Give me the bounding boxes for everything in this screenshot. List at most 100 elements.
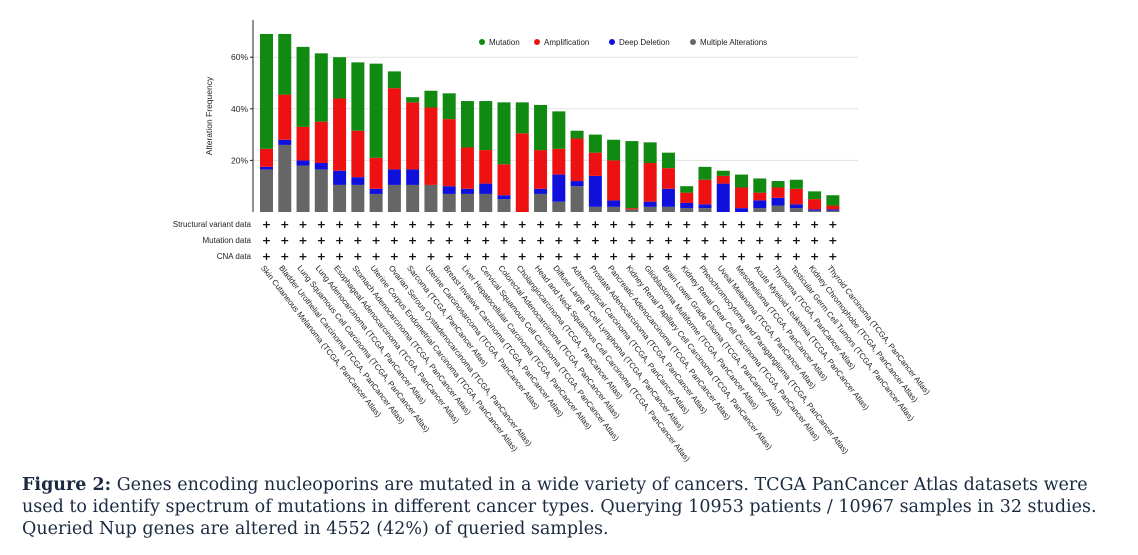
row-marker: + xyxy=(445,234,454,247)
bar-segment-deep-deletion xyxy=(789,204,803,209)
bar-segment-multiple-alterations xyxy=(680,208,694,212)
bar-segment-amplification xyxy=(479,150,493,184)
y-axis-ticks: 20% 40% 60% xyxy=(231,52,253,165)
bar-segment-multiple-alterations xyxy=(771,205,785,212)
row-marker: + xyxy=(810,218,819,231)
row-marker: + xyxy=(298,218,307,231)
bar-segment-amplification xyxy=(369,157,383,189)
bar-segment-amplification xyxy=(680,192,694,203)
y-tick-label: 20% xyxy=(231,155,248,165)
row-marker: + xyxy=(700,234,709,247)
bar-segment-amplification xyxy=(260,148,273,167)
figure-caption: Figure 2: Genes encoding nucleoporins ar… xyxy=(22,474,1122,540)
row-marker: + xyxy=(536,234,545,247)
bar-segment-mutation xyxy=(625,141,639,209)
bar-segment-multiple-alterations xyxy=(698,208,712,212)
legend-marker xyxy=(479,39,485,45)
bar-segment-multiple-alterations xyxy=(387,184,401,212)
y-tick-label: 40% xyxy=(231,104,248,114)
row-marker: + xyxy=(317,218,326,231)
bar-segment-multiple-alterations xyxy=(643,206,657,212)
row-marker: + xyxy=(426,234,435,247)
row-marker: + xyxy=(591,218,600,231)
row-marker: + xyxy=(408,234,417,247)
bar-segment-mutation xyxy=(314,53,328,122)
row-marker: + xyxy=(646,250,655,263)
row-marker: + xyxy=(682,218,691,231)
alteration-frequency-chart: 20% 40% 60% Alteration Frequency Mutation A… xyxy=(173,20,932,464)
bar-segment-amplification xyxy=(351,130,365,178)
row-marker: + xyxy=(481,250,490,263)
bar-segment-multiple-alterations xyxy=(442,193,456,212)
bar-segment-mutation xyxy=(661,152,675,169)
bar-segment-deep-deletion xyxy=(260,166,273,170)
bar-segment-deep-deletion xyxy=(387,169,401,185)
row-marker: + xyxy=(426,250,435,263)
bar-segment-deep-deletion xyxy=(680,202,694,209)
bar-segment-amplification xyxy=(333,98,347,171)
bar-segment-amplification xyxy=(296,126,310,161)
bar-segment-deep-deletion xyxy=(570,181,584,187)
row-marker: + xyxy=(390,234,399,247)
row-marker: + xyxy=(536,250,545,263)
bar-segment-deep-deletion xyxy=(534,188,548,194)
data-availability-rows: Structural variant data + + + + + + + + + + + + + + + + +… xyxy=(173,218,838,263)
bar-segment-mutation xyxy=(479,101,493,151)
bar-segment-deep-deletion xyxy=(661,188,675,207)
bar-segment-amplification xyxy=(442,119,456,187)
bar-segment-deep-deletion xyxy=(771,197,785,206)
row-marker: + xyxy=(737,234,746,247)
row-marker: + xyxy=(773,234,782,247)
bar-segment-amplification xyxy=(534,150,548,189)
bar-segment-multiple-alterations xyxy=(278,144,292,212)
row-marker: + xyxy=(262,234,271,247)
row-marker: + xyxy=(792,234,801,247)
bar-segment-mutation xyxy=(643,142,657,163)
row-marker: + xyxy=(298,234,307,247)
bar-segment-mutation xyxy=(296,46,310,127)
bar-segment-deep-deletion xyxy=(497,195,511,200)
bar-segment-multiple-alterations xyxy=(588,206,602,212)
bar-segment-amplification xyxy=(460,147,474,189)
bar-segment-deep-deletion xyxy=(552,174,566,202)
bar-segment-mutation xyxy=(424,90,438,108)
row-marker: + xyxy=(408,218,417,231)
row-marker: + xyxy=(792,218,801,231)
bar-segment-mutation xyxy=(607,139,621,161)
row-marker: + xyxy=(262,218,271,231)
row-marker: + xyxy=(554,218,563,231)
row-marker: + xyxy=(792,250,801,263)
row-marker: + xyxy=(646,234,655,247)
row-marker: + xyxy=(262,250,271,263)
row-marker: + xyxy=(828,234,837,247)
bar-segment-amplification xyxy=(515,133,529,212)
bar-segment-multiple-alterations xyxy=(570,186,584,212)
row-marker: + xyxy=(408,250,417,263)
bar-segment-amplification xyxy=(625,208,639,210)
row-marker: + xyxy=(682,250,691,263)
bar-segment-mutation xyxy=(369,63,383,158)
row-marker: + xyxy=(828,218,837,231)
legend-label: Deep Deletion xyxy=(619,38,670,47)
x-axis-labels: Skin Cutaneous Melanoma (TCGA, PanCancer… xyxy=(259,264,932,464)
bar-segment-deep-deletion xyxy=(607,200,621,207)
bar-segment-amplification xyxy=(588,152,602,176)
bars xyxy=(260,33,840,212)
row-marker: + xyxy=(773,250,782,263)
row-marker: + xyxy=(627,218,636,231)
bar-segment-multiple-alterations xyxy=(625,209,639,212)
row-marker: + xyxy=(664,218,673,231)
row-marker: + xyxy=(353,218,362,231)
row-marker: + xyxy=(499,250,508,263)
bar-segment-mutation xyxy=(534,104,548,151)
bar-segment-amplification xyxy=(387,88,401,170)
plot-panel: 20% 40% 60% Alteration Frequency xyxy=(204,20,858,212)
bar-segment-multiple-alterations xyxy=(534,193,548,212)
row-marker: + xyxy=(298,250,307,263)
bar-segment-deep-deletion xyxy=(808,209,822,211)
bar-segment-amplification xyxy=(789,188,803,205)
row-marker: + xyxy=(390,218,399,231)
row-marker: + xyxy=(481,234,490,247)
bar-segment-deep-deletion xyxy=(369,188,383,194)
bar-segment-amplification xyxy=(607,160,621,201)
